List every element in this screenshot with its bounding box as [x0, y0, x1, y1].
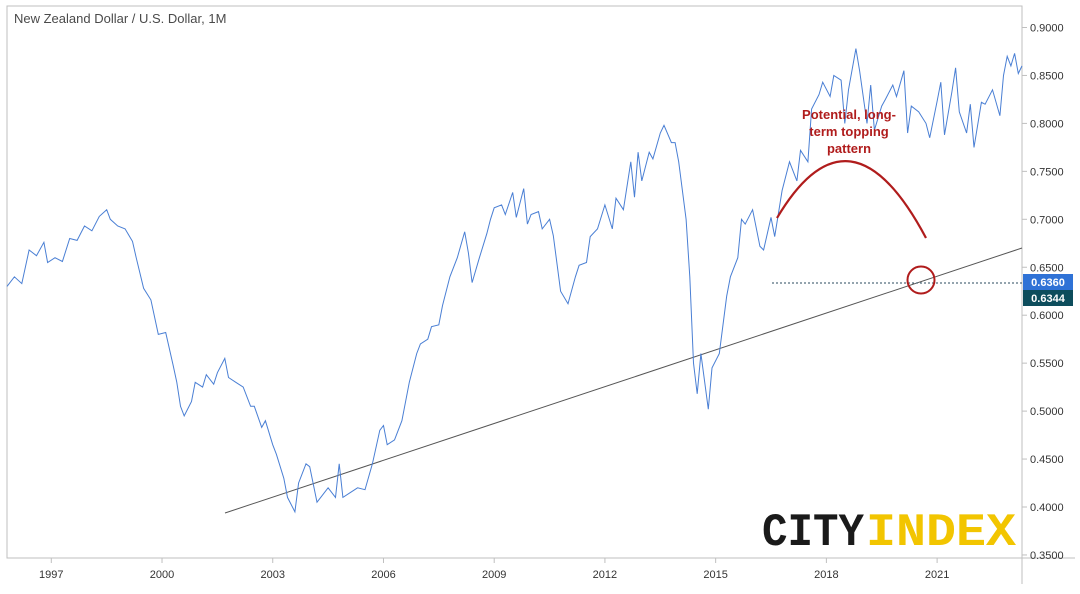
x-axis-ticks: 1997 2000 2003 2006 2009 2012 2015 2018 2021: [39, 558, 949, 581]
y-tick-label: 0.7000: [1030, 214, 1064, 226]
x-tick-label: 2012: [593, 569, 617, 581]
price-tag-upper-text: 0.6360: [1031, 277, 1065, 289]
annotation-line-1: Potential, long-: [802, 107, 896, 122]
annotation-line-3: pattern: [827, 141, 871, 156]
y-tick-label: 0.3500: [1030, 550, 1064, 562]
price-tag-lower-text: 0.6344: [1031, 293, 1066, 305]
logo-index: INDEX: [866, 507, 1016, 559]
y-tick-label: 0.6000: [1030, 310, 1064, 322]
x-tick-label: 2009: [482, 569, 506, 581]
price-series-line: [6, 48, 1023, 514]
y-tick-label: 0.5000: [1030, 406, 1064, 418]
x-tick-label: 2000: [150, 569, 174, 581]
y-axis-ticks: 0.9000 0.8500 0.8000 0.7500 0.7000 0.6500 0.60…: [1022, 23, 1064, 562]
y-tick-label: 0.7500: [1030, 166, 1064, 178]
x-tick-label: 2003: [261, 569, 285, 581]
y-tick-label: 0.5500: [1030, 358, 1064, 370]
y-tick-label: 0.4500: [1030, 454, 1064, 466]
y-tick-label: 0.8500: [1030, 70, 1064, 82]
logo-city: CITY: [762, 507, 864, 559]
x-tick-label: 2015: [703, 569, 727, 581]
annotation-line-2: term topping: [809, 124, 888, 139]
plot-area: [6, 5, 1023, 559]
x-tick-label: 2006: [371, 569, 395, 581]
price-tag-upper: 0.6360: [1023, 274, 1073, 290]
y-tick-label: 0.6500: [1030, 262, 1064, 274]
chart-title: New Zealand Dollar / U.S. Dollar, 1M: [14, 11, 227, 26]
x-tick-label: 2021: [925, 569, 949, 581]
x-tick-label: 1997: [39, 569, 63, 581]
y-tick-label: 0.4000: [1030, 502, 1064, 514]
x-tick-label: 2018: [814, 569, 838, 581]
breakout-circle: [906, 265, 936, 295]
trendline: [224, 247, 1023, 514]
city-index-logo: CITY INDEX: [762, 507, 1016, 559]
price-tag-lower: 0.6344: [1023, 290, 1073, 306]
y-tick-label: 0.8000: [1030, 118, 1064, 130]
topping-arc: [776, 160, 927, 239]
y-tick-label: 0.9000: [1030, 23, 1064, 35]
